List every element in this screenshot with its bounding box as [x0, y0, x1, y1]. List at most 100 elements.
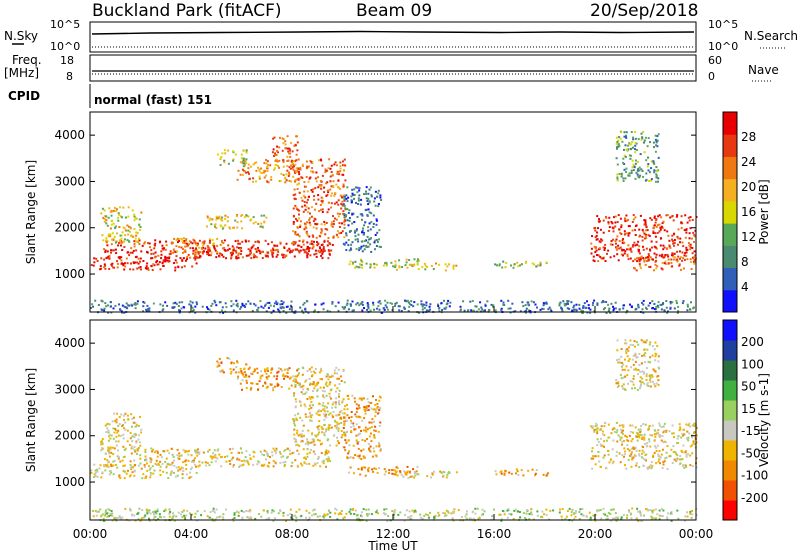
data-cell [522, 474, 525, 477]
data-cell [100, 440, 103, 443]
data-cell [343, 216, 346, 219]
data-cell [112, 427, 115, 430]
data-cell [680, 268, 682, 271]
data-cell [248, 172, 250, 175]
data-cell [570, 511, 573, 514]
data-cell [474, 305, 477, 308]
data-cell [115, 519, 118, 522]
data-cell [308, 462, 311, 465]
data-cell [144, 477, 147, 479]
data-cell [169, 250, 172, 253]
data-cell [288, 308, 291, 311]
data-cell [667, 255, 670, 258]
data-cell [690, 301, 692, 304]
data-cell [636, 431, 639, 434]
data-cell [651, 345, 654, 348]
colorbar-tick-label: 8 [741, 255, 749, 269]
data-cell [358, 194, 361, 197]
data-cell [242, 373, 245, 376]
data-cell [272, 387, 275, 389]
data-cell [646, 442, 649, 444]
data-cell [111, 515, 114, 517]
data-cell [685, 423, 688, 426]
data-cell [291, 452, 294, 455]
data-cell [293, 437, 296, 440]
data-cell [690, 237, 693, 240]
data-cell [369, 445, 372, 448]
data-cell [659, 456, 662, 459]
data-cell [367, 241, 370, 244]
data-cell [280, 456, 283, 459]
data-cell [628, 449, 631, 452]
data-cell [327, 451, 330, 453]
data-cell [301, 385, 304, 388]
data-cell [94, 475, 97, 478]
data-cell [623, 455, 625, 458]
data-cell [279, 368, 282, 371]
data-cell [271, 509, 274, 512]
data-cell [620, 226, 623, 229]
data-cell [120, 310, 123, 313]
data-cell [134, 425, 137, 428]
data-cell [243, 216, 246, 219]
data-cell [660, 308, 663, 311]
data-cell [192, 459, 195, 462]
data-cell [187, 253, 190, 256]
power-colorbar-label: Power [dB] [757, 179, 771, 244]
data-cell [113, 412, 116, 415]
data-cell [669, 306, 672, 309]
data-cell [183, 237, 185, 240]
data-cell [180, 454, 183, 457]
data-cell [536, 514, 539, 517]
data-cell [348, 471, 351, 474]
data-cell [213, 247, 216, 250]
colorbar-segment [723, 460, 737, 481]
data-cell [276, 382, 279, 385]
data-cell [629, 380, 632, 383]
data-cell [321, 378, 323, 381]
data-cell [644, 221, 647, 224]
data-cell [315, 227, 318, 230]
data-cell [347, 452, 350, 455]
data-cell [283, 247, 286, 249]
data-cell [317, 433, 320, 436]
nsearch-label: N.Search [744, 29, 798, 43]
data-cell [302, 424, 305, 427]
data-cell [305, 509, 308, 512]
data-cell [249, 510, 252, 513]
data-cell [343, 431, 346, 434]
data-cell [186, 245, 189, 248]
data-cell [625, 348, 628, 351]
data-cell [339, 194, 342, 197]
data-cell [308, 511, 311, 514]
data-cell [161, 262, 164, 265]
data-cell [337, 215, 340, 218]
data-cell [677, 243, 679, 246]
data-cell [112, 209, 115, 212]
data-cell [618, 145, 621, 148]
colorbar-tick-label: 15 [741, 402, 756, 416]
data-cell [373, 434, 376, 437]
data-cell [177, 511, 180, 514]
data-cell [131, 435, 134, 438]
data-cell [197, 251, 200, 254]
data-cell [679, 426, 682, 429]
data-cell [607, 512, 610, 514]
data-cell [640, 425, 643, 427]
data-cell [321, 201, 324, 204]
data-cell [302, 311, 305, 314]
data-cell [129, 268, 132, 271]
data-cell [516, 470, 519, 473]
data-cell [144, 451, 147, 453]
data-cell [362, 448, 365, 451]
data-cell [229, 367, 232, 370]
data-cell [615, 142, 618, 145]
data-cell [352, 444, 355, 447]
data-cell [173, 464, 176, 467]
data-cell [616, 176, 619, 179]
data-cell [611, 462, 614, 465]
data-cell [184, 450, 187, 452]
data-cell [196, 448, 199, 451]
data-cell [372, 420, 375, 423]
data-cell [332, 180, 335, 183]
